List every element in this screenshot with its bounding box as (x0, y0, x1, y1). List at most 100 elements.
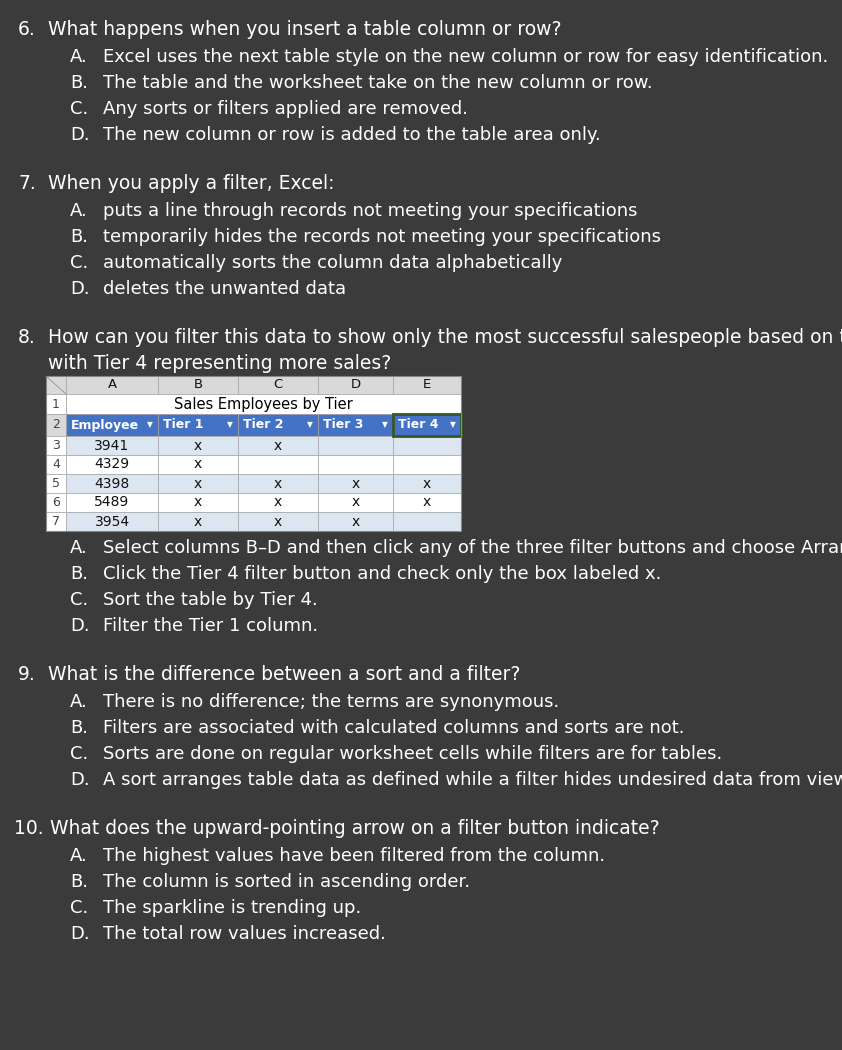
Bar (318, 376, 393, 394)
Bar (238, 455, 318, 474)
Bar (318, 455, 393, 474)
Text: There is no difference; the terms are synonymous.: There is no difference; the terms are sy… (103, 693, 559, 711)
Text: The table and the worksheet take on the new column or row.: The table and the worksheet take on the … (103, 74, 653, 92)
Text: x: x (194, 458, 202, 471)
Text: D.: D. (70, 280, 89, 298)
Text: 4329: 4329 (94, 458, 130, 471)
Text: 10.: 10. (14, 819, 44, 838)
Text: x: x (274, 496, 282, 509)
Text: The highest values have been filtered from the column.: The highest values have been filtered fr… (103, 847, 605, 865)
Text: Filters are associated with calculated columns and sorts are not.: Filters are associated with calculated c… (103, 719, 685, 737)
Bar (66, 455, 158, 474)
Bar (393, 414, 461, 436)
Text: 8.: 8. (18, 328, 35, 347)
Text: x: x (423, 477, 431, 490)
Text: 4: 4 (52, 458, 60, 471)
Text: How can you filter this data to show only the most successful salespeople based : How can you filter this data to show onl… (48, 328, 842, 347)
Text: ▼: ▼ (382, 420, 388, 429)
Text: 6: 6 (52, 496, 60, 509)
Text: ▼: ▼ (147, 420, 153, 429)
Bar (46, 414, 66, 436)
Bar (46, 394, 66, 414)
Text: Excel uses the next table style on the new column or row for easy identification: Excel uses the next table style on the n… (103, 48, 829, 66)
Text: 3941: 3941 (94, 439, 130, 453)
Text: What is the difference between a sort and a filter?: What is the difference between a sort an… (48, 665, 520, 684)
Text: x: x (351, 514, 360, 528)
Text: C.: C. (70, 591, 88, 609)
Bar (393, 474, 461, 494)
Bar (393, 512, 461, 531)
Text: 7: 7 (52, 514, 60, 528)
Bar (238, 494, 318, 512)
Text: A.: A. (70, 202, 88, 220)
Bar (393, 494, 461, 512)
Bar (318, 436, 393, 455)
Text: ▼: ▼ (227, 420, 233, 429)
Text: A.: A. (70, 539, 88, 556)
Bar (46, 512, 66, 531)
Text: A.: A. (70, 48, 88, 66)
Text: x: x (351, 496, 360, 509)
Text: x: x (194, 439, 202, 453)
Bar (46, 376, 461, 531)
Text: Sorts are done on regular worksheet cells while filters are for tables.: Sorts are done on regular worksheet cell… (103, 746, 722, 763)
Bar (158, 455, 238, 474)
Text: C: C (274, 378, 283, 392)
Bar (318, 494, 393, 512)
Text: When you apply a filter, Excel:: When you apply a filter, Excel: (48, 174, 334, 193)
Text: Employee: Employee (71, 419, 139, 432)
Text: E: E (423, 378, 431, 392)
Text: A.: A. (70, 847, 88, 865)
Text: B.: B. (70, 719, 88, 737)
Bar (158, 474, 238, 494)
Text: C.: C. (70, 254, 88, 272)
Text: The column is sorted in ascending order.: The column is sorted in ascending order. (103, 873, 470, 891)
Text: B.: B. (70, 873, 88, 891)
Bar (46, 436, 66, 455)
Text: What does the upward-pointing arrow on a filter button indicate?: What does the upward-pointing arrow on a… (50, 819, 659, 838)
Bar (318, 474, 393, 494)
Bar (158, 494, 238, 512)
Text: Sales Employees by Tier: Sales Employees by Tier (174, 397, 353, 412)
Bar (66, 474, 158, 494)
Bar (318, 414, 393, 436)
Bar (66, 494, 158, 512)
Bar (158, 512, 238, 531)
Text: Any sorts or filters applied are removed.: Any sorts or filters applied are removed… (103, 100, 468, 118)
Text: x: x (274, 477, 282, 490)
Text: Tier 2: Tier 2 (243, 419, 284, 432)
Bar (393, 455, 461, 474)
Text: x: x (274, 514, 282, 528)
Text: 4398: 4398 (94, 477, 130, 490)
Text: The new column or row is added to the table area only.: The new column or row is added to the ta… (103, 126, 600, 144)
Bar (66, 394, 461, 414)
Bar (46, 474, 66, 494)
Bar (66, 436, 158, 455)
Text: Click the Tier 4 filter button and check only the box labeled x.: Click the Tier 4 filter button and check… (103, 565, 661, 583)
Bar (238, 474, 318, 494)
Bar (66, 512, 158, 531)
Text: B.: B. (70, 228, 88, 246)
Text: D.: D. (70, 617, 89, 635)
Bar (46, 494, 66, 512)
Text: C.: C. (70, 746, 88, 763)
Text: 5489: 5489 (94, 496, 130, 509)
Text: 7.: 7. (18, 174, 35, 193)
Text: x: x (274, 439, 282, 453)
Text: x: x (194, 496, 202, 509)
Text: x: x (194, 477, 202, 490)
Bar (393, 436, 461, 455)
Text: 1: 1 (52, 398, 60, 411)
Text: 3954: 3954 (94, 514, 130, 528)
Text: x: x (351, 477, 360, 490)
Bar (238, 414, 318, 436)
Text: A: A (108, 378, 116, 392)
Text: D.: D. (70, 126, 89, 144)
Text: Tier 3: Tier 3 (323, 419, 364, 432)
Text: 5: 5 (52, 477, 60, 490)
Text: D.: D. (70, 771, 89, 789)
Text: puts a line through records not meeting your specifications: puts a line through records not meeting … (103, 202, 637, 220)
Text: C.: C. (70, 899, 88, 917)
Text: 3: 3 (52, 439, 60, 452)
Text: ▼: ▼ (307, 420, 313, 429)
